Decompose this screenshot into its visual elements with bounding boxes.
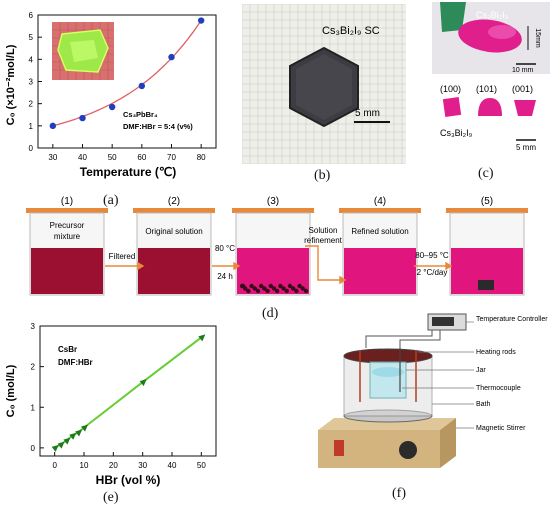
data-point	[81, 424, 88, 432]
data-point	[197, 17, 205, 24]
data-point	[198, 334, 206, 342]
y-axis-label: C₀ (mol/L)	[5, 364, 17, 417]
label-temperature-controller: Temperature Controller	[476, 316, 548, 323]
step-number: (2)	[168, 196, 180, 207]
sample-label: Cs₃Bi₂I₉ SC	[322, 25, 380, 37]
caption-b: (b)	[314, 168, 331, 183]
y-tick-label: 2	[31, 363, 36, 372]
beaker-label: Original solution	[145, 227, 202, 236]
label-jar: Jar	[476, 367, 486, 374]
data-point	[108, 103, 116, 111]
caption-c: (c)	[478, 166, 494, 181]
annotation-solvent: DMF:HBr	[58, 358, 93, 367]
y-tick-label: 0	[31, 444, 36, 453]
arrow-refine-label-1: Solution	[309, 226, 338, 235]
arrow-refine-label-2: refinement	[304, 236, 343, 245]
y-tick-label: 5	[29, 33, 34, 42]
y-tick-label: 0	[29, 144, 34, 153]
label-magnetic-stirrer: Magnetic Stirrer	[476, 425, 526, 432]
x-axis-label: HBr (vol %)	[96, 473, 161, 487]
y-tick-label: 1	[29, 122, 34, 131]
arrow-cooling-rate-label: 2 °C/day	[417, 268, 448, 277]
horizontal-scale-label: 10 mm	[512, 67, 534, 74]
photo-c-faces: (100) (101) (001) Cs₃Bi₂I₉ 5 mm	[432, 78, 550, 154]
data-point	[168, 53, 175, 61]
x-tick-label: 30	[138, 461, 147, 470]
step-number: (5)	[481, 196, 493, 207]
caption-e: (e)	[103, 490, 119, 505]
arrow-temp-label: 80 °C	[215, 244, 235, 253]
y-tick-label: 2	[29, 100, 34, 109]
caption-a: (a)	[103, 193, 119, 208]
photo-b: Cs₃Bi₂I₉ SC 5 mm	[242, 4, 406, 164]
x-axis-label: Temperature (℃)	[80, 165, 177, 179]
data-point	[139, 379, 147, 387]
y-tick-label: 6	[29, 11, 34, 20]
annotation-solvent: DMF:HBr = 5:4 (v%)	[123, 122, 193, 131]
data-point	[51, 444, 59, 452]
label-bath: Bath	[476, 401, 491, 408]
annotation-compound: CsBr	[58, 345, 77, 354]
data-point	[49, 122, 57, 130]
x-tick-label: 0	[52, 461, 57, 470]
beaker-label: Refined solution	[351, 227, 408, 236]
data-point	[138, 82, 146, 90]
chart-a: 30 40 50 60 70 80 0 1 2 3 4 5 6 Cs₃PbBr₄ DMF:HBr = 5…	[5, 11, 217, 179]
face-label-101: (101)	[476, 84, 497, 94]
x-tick-label: 10	[80, 461, 89, 470]
bottom-scale-label: 5 mm	[516, 143, 536, 152]
arrow-time-label: 24 h	[217, 272, 233, 281]
x-tick-label: 40	[168, 461, 177, 470]
photo-c-top: Cs₃Bi₂I₉ 15mm 10 mm	[432, 2, 550, 74]
arrow-filtered-label: Filtered	[109, 252, 136, 261]
vertical-scale-label: 15mm	[534, 28, 541, 48]
arrow-cooling-temp-label: 80–95 °C	[415, 251, 449, 260]
x-tick-label: 50	[108, 153, 117, 162]
label-heating-rods: Heating rods	[476, 349, 516, 356]
caption-d: (d)	[262, 306, 279, 321]
step-number: (1)	[61, 196, 73, 207]
data-point	[79, 114, 86, 122]
step-number: (3)	[267, 196, 279, 207]
beaker-label: Precursor	[50, 221, 85, 230]
x-tick-label: 20	[109, 461, 118, 470]
apparatus-diagram-f: Temperature Controller Heating rods Jar …	[318, 313, 548, 468]
beaker-step-1: (1) Precursor mixture	[26, 196, 108, 296]
beaker-step-2: (2) Original solution	[133, 196, 215, 296]
bottom-sample-label: Cs₃Bi₂I₉	[440, 128, 473, 138]
face-label-001: (001)	[512, 84, 533, 94]
x-tick-label: 70	[167, 153, 176, 162]
beaker-step-3: (3)	[232, 196, 314, 296]
top-sample-label: Cs₃Bi₂I₉	[476, 10, 509, 20]
annotation-compound: Cs₃PbBr₄	[123, 110, 158, 119]
step-number: (4)	[374, 196, 386, 207]
y-tick-label: 4	[29, 55, 34, 64]
y-tick-label: 1	[31, 403, 36, 412]
x-tick-label: 80	[197, 153, 206, 162]
x-tick-label: 60	[137, 153, 146, 162]
x-tick-label: 50	[197, 461, 206, 470]
y-tick-label: 3	[29, 78, 34, 87]
y-tick-label: 3	[31, 322, 36, 331]
beaker-step-4: (4) Refined solution	[339, 196, 421, 296]
data-point	[57, 441, 65, 449]
beaker-step-5: (5)	[446, 196, 528, 296]
y-axis-label: C₀ (×10⁻²mol/L)	[5, 44, 17, 125]
x-tick-label: 40	[78, 153, 87, 162]
beaker-label: mixture	[54, 232, 81, 241]
face-label-100: (100)	[440, 84, 461, 94]
caption-f: (f)	[392, 486, 406, 501]
label-thermocouple: Thermocouple	[476, 385, 521, 392]
data-point	[63, 437, 71, 445]
scale-bar-label: 5 mm	[355, 108, 380, 119]
inset-photo-cs3pbbr4	[52, 22, 114, 80]
data-point	[75, 429, 83, 437]
data-point	[69, 432, 77, 440]
x-tick-label: 30	[48, 153, 57, 162]
